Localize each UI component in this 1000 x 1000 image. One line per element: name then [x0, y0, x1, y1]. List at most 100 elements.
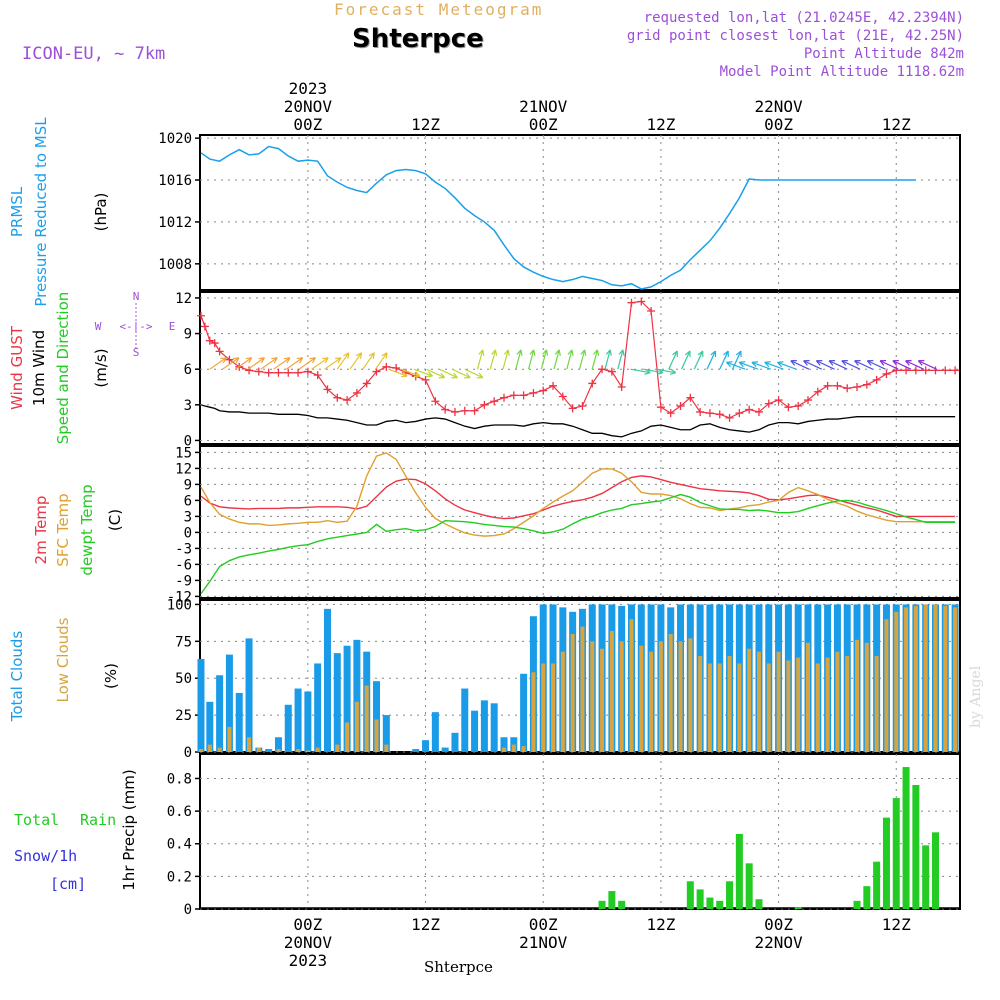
wind-direction-arrowhead [322, 357, 329, 364]
low-cloud-bar [786, 660, 791, 752]
wind-direction-arrow [400, 368, 421, 377]
wind-direction-arrow [841, 360, 861, 370]
gust-point-marker [735, 409, 744, 418]
temperature-panel-ytick-label: 12 [175, 461, 192, 477]
low-cloud-bar [678, 641, 683, 752]
low-cloud-bar [688, 638, 693, 752]
wind-direction-arrowhead [879, 360, 887, 366]
low-cloud-bar [845, 656, 850, 752]
compass-west: W [95, 320, 102, 333]
wind-direction-arrow [816, 360, 835, 370]
wind-direction-arrow [298, 357, 316, 370]
wind-direction-arrow [854, 360, 873, 370]
point-altitude: Point Altitude 842m [803, 46, 964, 62]
cloud-panel-ytick-label: 0 [184, 745, 192, 761]
wind-unit-label: (m/s) [92, 348, 110, 387]
wind-direction-arrow [311, 357, 329, 370]
temp-unit-label: (C) [106, 509, 124, 531]
rain-bar [735, 833, 743, 909]
wind-direction-arrow [451, 368, 471, 379]
total-cloud-bar [373, 681, 381, 752]
wind-direction-arrowhead [669, 368, 677, 375]
low-cloud-bar [354, 701, 359, 752]
total-cloud-bar [480, 700, 488, 752]
total-cloud-bar [323, 608, 331, 752]
wind-direction-arrowhead [593, 349, 600, 356]
low-clouds-label: Low Clouds [54, 617, 72, 702]
total-cloud-bar [206, 701, 214, 752]
wind-direction-arrow [566, 349, 573, 370]
rain-bar [716, 900, 724, 909]
wind-direction-arrowhead [451, 372, 458, 379]
pressure-series-line [200, 145, 916, 290]
gust-point-marker [931, 366, 940, 375]
wind-direction-arrowhead [697, 350, 704, 358]
total-cloud-bar [197, 659, 205, 752]
precip-panel-ytick-label: 0.4 [167, 837, 192, 853]
wind-direction-arrowhead [580, 349, 587, 356]
gust-point-marker [598, 365, 607, 374]
wind-direction-arrowhead [866, 360, 874, 366]
wind-direction-arrow [476, 349, 484, 370]
gust-point-marker [588, 379, 597, 388]
rain-bar [706, 897, 714, 909]
temp2m-label: 2m Temp [32, 496, 50, 565]
compass-ew-arrow: <-|-> [119, 320, 152, 333]
wind-direction-arrow [803, 360, 822, 370]
gust-point-marker [490, 397, 499, 406]
wind-gust-label: Wind GUST [8, 325, 26, 410]
top-time-label: 00Z [764, 115, 793, 134]
wind-direction-arrow [222, 357, 240, 370]
temperature-panel-ytick-label: 0 [184, 525, 192, 541]
low-cloud-bar [590, 641, 595, 752]
bottom-time-label: 22NOV [754, 933, 803, 952]
bottom-time-label: 00Z [529, 915, 558, 934]
low-cloud-bar [884, 619, 889, 752]
compass-south: S [133, 346, 140, 359]
gust-point-marker [196, 311, 205, 320]
wind-direction-arrowhead [841, 360, 848, 366]
rain-bar [873, 861, 881, 909]
total-cloud-bar [500, 737, 508, 752]
meteogram-supertitle: Forecast Meteogram [334, 0, 544, 19]
wind-direction-arrow [643, 368, 664, 374]
low-cloud-bar [198, 749, 203, 752]
low-cloud-bar [276, 749, 281, 752]
low-cloud-bar [315, 747, 320, 752]
low-cloud-bar [364, 685, 369, 752]
gust-point-marker [313, 371, 322, 380]
model-point-altitude: Model Point Altitude 1118.62m [719, 64, 964, 80]
gust-point-marker [823, 381, 832, 390]
gust-point-marker [372, 367, 381, 376]
wind-direction-arrowhead [751, 361, 758, 368]
gust-point-marker [882, 369, 891, 378]
low-cloud-bar [717, 663, 722, 752]
rain-bar [931, 832, 939, 909]
low-cloud-bar [511, 744, 516, 752]
low-cloud-bar [305, 750, 310, 752]
total-cloud-bar [333, 653, 341, 752]
low-cloud-bar [345, 722, 350, 752]
gust-point-marker [578, 402, 587, 410]
gust-point-marker [853, 383, 862, 391]
model-label: ICON-EU, ~ 7km [22, 44, 166, 64]
low-cloud-bar [806, 642, 810, 752]
rain-bar [922, 845, 930, 909]
wind-direction-arrow [553, 349, 560, 370]
wind-direction-arrowhead [726, 361, 733, 368]
total-cloud-bar [520, 673, 528, 752]
gust-point-marker [215, 347, 224, 356]
wind-direction-arrowhead [735, 350, 742, 358]
low-cloud-bar [384, 744, 389, 752]
low-cloud-bar [296, 749, 301, 752]
low-cloud-bar [551, 663, 556, 752]
gust-point-marker [450, 407, 459, 416]
total-cloud-bar [490, 703, 498, 752]
low-cloud-bar [698, 656, 703, 752]
low-cloud-bar [894, 611, 899, 752]
gust-point-marker [460, 406, 469, 415]
temperature-panel-ytick-label: 9 [184, 477, 192, 493]
low-cloud-bar [374, 719, 379, 752]
low-cloud-bar [256, 747, 261, 752]
